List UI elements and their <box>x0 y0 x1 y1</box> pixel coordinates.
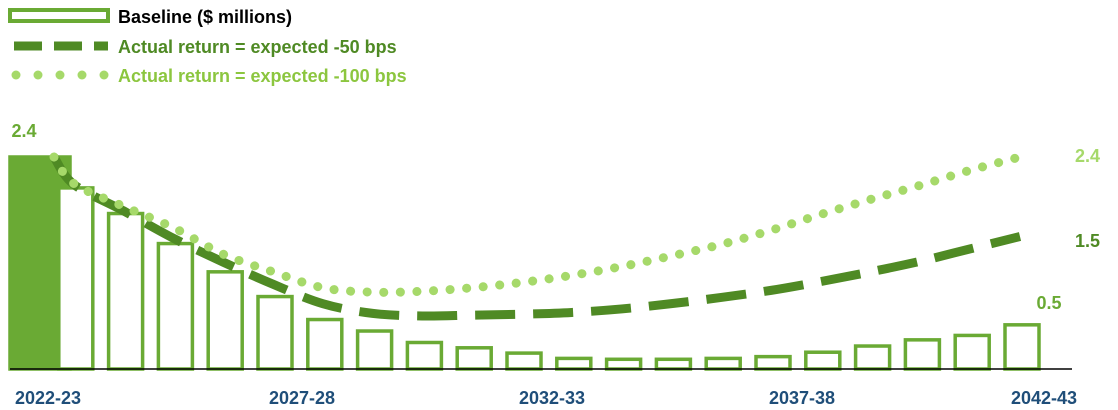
bar <box>903 338 942 371</box>
legend-dot <box>33 70 43 80</box>
legend-swatch-baseline <box>8 8 110 23</box>
legend-label-minus100: Actual return = expected -100 bps <box>118 66 407 86</box>
legend-label-baseline: Baseline ($ millions) <box>118 7 292 27</box>
legend-label-minus50: Actual return = expected -50 bps <box>118 37 397 57</box>
bar <box>505 351 543 371</box>
bar <box>57 186 95 371</box>
legend-dot <box>77 70 87 80</box>
legend: Baseline ($ millions) Actual return = ex… <box>8 7 407 86</box>
bar <box>355 329 394 371</box>
data-label-minus50-end: 1.5 <box>1075 231 1100 251</box>
bar <box>604 357 643 371</box>
legend-swatch-minus100 <box>11 70 109 80</box>
bar <box>654 357 693 371</box>
legend-dot <box>99 70 109 80</box>
bar <box>206 270 244 371</box>
line-minus50 <box>50 154 1022 321</box>
bar <box>853 344 892 371</box>
x-tick-label: 2032-33 <box>519 388 585 408</box>
legend-dot <box>11 70 21 80</box>
bar <box>256 294 294 371</box>
data-label-baseline-end: 0.5 <box>1036 293 1061 313</box>
bar <box>156 241 195 371</box>
legend-dot <box>55 70 65 80</box>
x-tick-label: 2042-43 <box>1011 388 1077 408</box>
bar <box>754 354 792 371</box>
x-tick-label: 2022-23 <box>15 388 81 408</box>
line-minus100 <box>49 152 1025 297</box>
bar <box>704 356 742 371</box>
bar <box>405 340 444 371</box>
bar-series <box>8 155 1041 371</box>
bar <box>555 356 593 371</box>
x-tick-label: 2027-28 <box>269 388 335 408</box>
bar <box>106 211 145 371</box>
data-label-minus100-end: 2.4 <box>1075 146 1100 166</box>
bar <box>953 333 991 371</box>
x-axis-ticks: 2022-23 2027-28 2032-33 2037-38 2042-43 <box>15 388 1077 408</box>
bar <box>804 350 842 371</box>
bar <box>1003 323 1041 371</box>
bar <box>455 346 493 371</box>
x-tick-label: 2037-38 <box>769 388 835 408</box>
bar <box>306 317 344 371</box>
line-series-minus100 <box>49 152 1025 297</box>
line-series-minus50 <box>50 154 1022 321</box>
data-label-baseline-start: 2.4 <box>11 121 36 141</box>
